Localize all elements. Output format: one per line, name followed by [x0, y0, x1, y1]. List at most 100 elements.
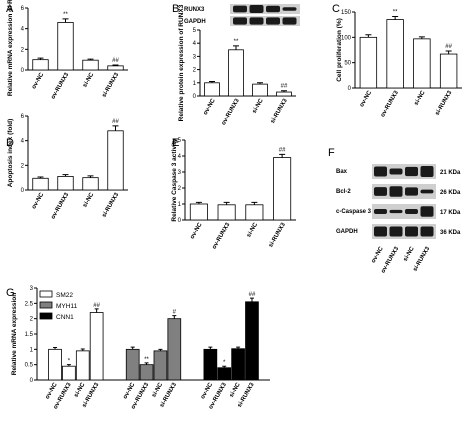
error-bar	[236, 346, 241, 349]
panel-b-blot: RUNX3 GAPDH	[184, 4, 300, 26]
bar	[75, 350, 90, 381]
significance-mark: ##	[93, 303, 100, 309]
panel-g: G 0 0.5 1 1.5 2 2.5 3 Relative mRNA expression ov…	[6, 286, 270, 410]
blot-row-label: Bcl-2	[336, 189, 351, 195]
x-tick-label: ov-NC	[45, 381, 59, 400]
x-tick-label: ov-NC	[122, 381, 136, 400]
y-axis-label: Relative protein expression of RUNX3	[178, 4, 185, 121]
x-tick-label: si-RUNX3	[101, 191, 120, 218]
legend-swatch	[39, 290, 53, 298]
blot-band	[389, 209, 403, 214]
y-axis-label: Relative Caspase 3 activity	[171, 138, 178, 221]
y-tick-label: 2	[21, 163, 25, 169]
bar	[413, 38, 431, 89]
significance-mark: ##	[112, 119, 119, 125]
bar	[273, 157, 292, 221]
bar	[217, 204, 236, 221]
error-bar	[195, 201, 202, 204]
error-bar	[80, 348, 85, 351]
y-tick-label: 3	[30, 286, 34, 292]
blot-band	[266, 17, 280, 25]
panel-f-blot: F Bax 21 KDa Bcl-2 26 KDa c-Caspase 3 17 KDa GA…	[328, 147, 461, 274]
bar	[107, 130, 124, 191]
x-tick-label: ov-RUNX3	[50, 71, 70, 100]
bar	[153, 350, 168, 381]
bar	[139, 364, 154, 381]
x-tick-label: si-NC	[151, 381, 164, 398]
blot-band	[420, 166, 434, 177]
bar	[125, 348, 140, 381]
error-bar	[87, 58, 94, 61]
panel-letter: A	[6, 3, 14, 15]
y-tick-label: 2.5	[25, 301, 34, 307]
bar	[107, 65, 124, 71]
y-tick-label: 0	[193, 94, 197, 100]
panel-letter: D	[6, 137, 14, 149]
blot-kda-label: 26 KDa	[440, 190, 461, 196]
x-tick-label: ov-RUNX3	[221, 97, 241, 126]
blot-band	[420, 206, 434, 217]
x-tick-label: si-NC	[73, 381, 86, 398]
y-tick-label: 4	[21, 139, 25, 145]
error-bar	[144, 362, 149, 365]
bar	[167, 318, 182, 381]
x-tick-label: ov-NC	[200, 381, 214, 400]
y-tick-label: 6	[21, 114, 25, 120]
error-bar	[37, 57, 44, 60]
significance-mark: ##	[281, 84, 288, 90]
panel-letter: G	[6, 287, 15, 299]
bar	[231, 348, 245, 381]
y-tick-label: 1	[193, 81, 197, 87]
error-bar	[62, 174, 69, 177]
blot-strip	[230, 4, 300, 14]
x-tick-label: si-NC	[414, 89, 427, 106]
blot-row-label: Bax	[336, 169, 348, 175]
error-bar	[158, 348, 163, 351]
significance-mark: **	[234, 39, 239, 45]
blot-strip	[372, 224, 436, 239]
x-tick-label: ov-NC	[359, 89, 373, 108]
y-tick-label: 0	[348, 86, 352, 92]
y-tick-label: 3	[178, 170, 182, 176]
error-bar	[249, 297, 254, 302]
significance-mark: #	[173, 310, 177, 316]
legend-label: SM22	[56, 292, 73, 299]
y-tick-label: 4	[178, 154, 182, 160]
panel-letter: B	[172, 3, 179, 15]
y-tick-label: 0	[30, 378, 34, 384]
y-tick-label: 5	[193, 28, 197, 34]
error-bar	[209, 80, 215, 83]
y-tick-label: 2	[21, 47, 25, 53]
blot-band	[374, 166, 387, 177]
y-axis-label: Cell proliferation (%)	[336, 18, 343, 82]
panel-letter: C	[332, 3, 340, 15]
x-tick-label: si-NC	[246, 221, 259, 238]
blot-row-label: RUNX3	[184, 7, 205, 13]
legend-label: MYH11	[56, 303, 78, 310]
blot-strip	[372, 184, 436, 199]
error-bar	[94, 308, 99, 313]
x-tick-label: si-NC	[229, 381, 242, 398]
significance-mark: ##	[279, 147, 286, 153]
bar	[32, 177, 49, 191]
blot-band	[389, 226, 403, 237]
y-tick-label: 4	[193, 41, 197, 47]
y-tick-label: 0	[21, 68, 25, 74]
blot-row-label: GAPDH	[336, 229, 358, 235]
error-bar	[208, 346, 213, 350]
blot-band	[389, 168, 403, 175]
y-tick-label: 1.5	[25, 332, 34, 338]
x-tick-label: ov-NC	[190, 221, 204, 240]
bar	[203, 348, 218, 381]
error-bar	[222, 365, 227, 368]
blot-kda-label: 21 KDa	[440, 170, 461, 176]
error-bar	[279, 153, 286, 158]
x-tick-label: ov-RUNX3	[380, 89, 400, 118]
bar	[439, 53, 458, 89]
y-tick-label: 0	[178, 218, 182, 224]
panel-a: A 0 2 4 6 Relative mRNA expression of RUNX3 ov…	[6, 0, 128, 100]
y-tick-label: 1	[30, 347, 34, 353]
error-bar	[365, 34, 372, 38]
